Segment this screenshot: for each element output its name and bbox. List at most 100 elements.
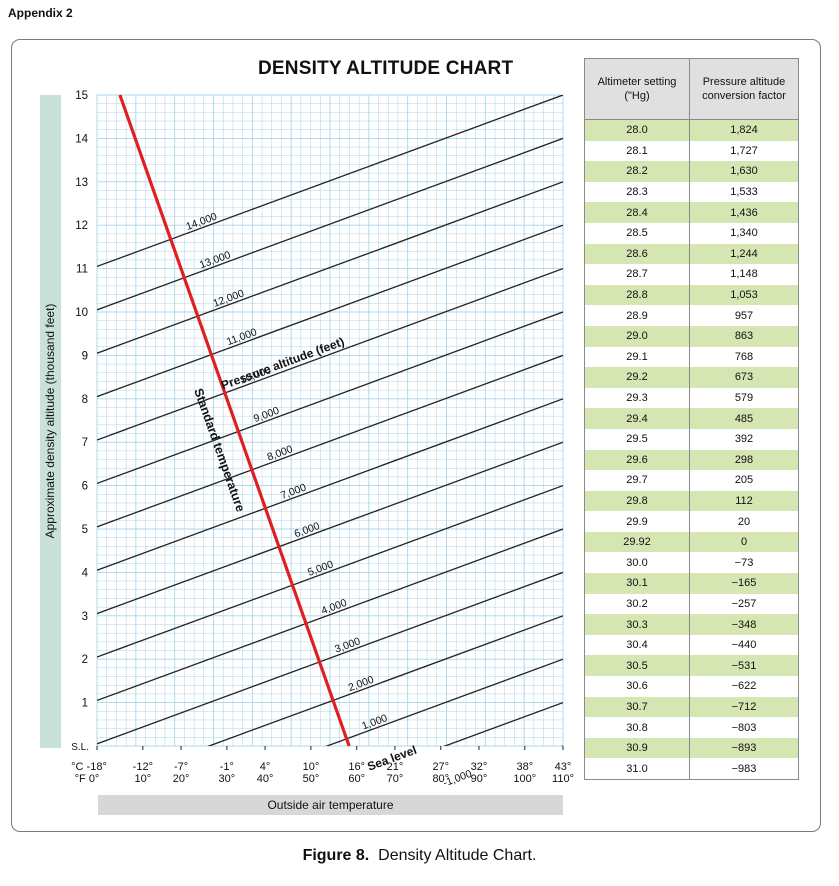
table-body: 28.0 1,824 28.1 1,727 28.2 1,630 28.3 1,533 28.4… bbox=[584, 119, 799, 781]
x-tick-label-fahrenheit: 50° bbox=[303, 773, 320, 785]
table-row: 28.6 1,244 bbox=[584, 243, 799, 265]
altimeter-setting-cell: 29.4 bbox=[584, 408, 690, 429]
altimeter-setting-cell: 30.4 bbox=[584, 634, 690, 656]
pressure-altitude-line bbox=[97, 571, 563, 745]
standard-temperature-line bbox=[118, 94, 351, 747]
table-row: 28.0 1,824 bbox=[584, 119, 799, 141]
y-tick-label: S.L. bbox=[71, 742, 89, 753]
conversion-factor-cell: 1,533 bbox=[689, 181, 799, 203]
pressure-altitude-line bbox=[97, 137, 563, 311]
y-tick-label: 8 bbox=[82, 394, 88, 406]
altimeter-setting-cell: 30.8 bbox=[584, 717, 690, 738]
conversion-factor-cell: 1,244 bbox=[689, 243, 799, 265]
table-row: 30.6 −622 bbox=[584, 676, 799, 697]
figure-caption: Figure 8. Density Altitude Chart. bbox=[0, 847, 839, 865]
table-row: 28.8 1,053 bbox=[584, 284, 799, 306]
conversion-factor-cell: −622 bbox=[689, 676, 799, 697]
table-row: 29.3 579 bbox=[584, 387, 799, 409]
x-tick-label-celsius: -7° bbox=[174, 761, 188, 773]
x-tick-label-celsius: 21° bbox=[387, 761, 404, 773]
table-row: 30.5 −531 bbox=[584, 655, 799, 677]
grid bbox=[96, 94, 564, 747]
y-tick-label: 13 bbox=[75, 177, 88, 189]
table-row: 28.7 1,148 bbox=[584, 264, 799, 285]
altimeter-setting-cell: 28.0 bbox=[584, 119, 690, 141]
conversion-factor-cell: 1,727 bbox=[689, 140, 799, 162]
pressure-altitude-line bbox=[97, 181, 563, 354]
y-tick-label: 5 bbox=[82, 524, 88, 536]
conversion-factor-cell: 298 bbox=[689, 449, 799, 471]
altimeter-setting-cell: 29.7 bbox=[584, 470, 690, 491]
table-row: 29.0 863 bbox=[584, 325, 799, 347]
altimeter-setting-cell: 29.9 bbox=[584, 511, 690, 532]
conversion-factor-cell: −165 bbox=[689, 573, 799, 594]
table-row: 28.3 1,533 bbox=[584, 181, 799, 203]
altimeter-setting-cell: 29.2 bbox=[584, 367, 690, 388]
altimeter-setting-cell: 30.0 bbox=[584, 552, 690, 574]
conversion-factor-cell: 1,340 bbox=[689, 222, 799, 244]
figure-caption-text: Density Altitude Chart. bbox=[378, 847, 537, 864]
table-row: 30.4 −440 bbox=[584, 634, 799, 656]
pressure-altitude-line bbox=[97, 398, 563, 571]
y-tick-label: 14 bbox=[75, 133, 88, 145]
x-tick-label-celsius: 4° bbox=[260, 761, 271, 773]
altimeter-setting-cell: 29.1 bbox=[584, 346, 690, 368]
y-tick-label: 7 bbox=[82, 437, 88, 449]
y-tick-label: 11 bbox=[76, 264, 88, 276]
pressure-altitude-lines bbox=[97, 95, 563, 746]
altimeter-setting-cell: 29.3 bbox=[584, 387, 690, 409]
pressure-altitude-line bbox=[443, 701, 563, 746]
altimeter-setting-cell: 30.5 bbox=[584, 655, 690, 677]
table-row: 30.7 −712 bbox=[584, 696, 799, 718]
x-tick-label-celsius: 43° bbox=[555, 761, 572, 773]
y-tick-label: 10 bbox=[75, 307, 88, 319]
table-row: 30.3 −348 bbox=[584, 614, 799, 635]
pressure-altitude-line bbox=[97, 95, 563, 268]
altimeter-setting-cell: 30.7 bbox=[584, 696, 690, 718]
x-tick-label-celsius: -1° bbox=[220, 761, 234, 773]
altimeter-setting-cell: 31.0 bbox=[584, 758, 690, 781]
conversion-factor-cell: 1,630 bbox=[689, 161, 799, 182]
altimeter-setting-cell: 28.4 bbox=[584, 202, 690, 223]
x-tick-label-celsius: 32° bbox=[471, 761, 488, 773]
x-tick-label-fahrenheit: 90° bbox=[471, 773, 488, 785]
table-row: 28.9 957 bbox=[584, 305, 799, 326]
y-tick-label: 2 bbox=[82, 654, 88, 666]
y-tick-label: 15 bbox=[75, 90, 88, 102]
altimeter-setting-cell: 28.7 bbox=[584, 264, 690, 285]
x-tick-label-fahrenheit: 40° bbox=[257, 773, 274, 785]
conversion-factor-cell: 768 bbox=[689, 346, 799, 368]
table-row: 30.0 −73 bbox=[584, 552, 799, 574]
table-row: 28.1 1,727 bbox=[584, 140, 799, 162]
conversion-factor-cell: 112 bbox=[689, 490, 799, 512]
pressure-altitude-line bbox=[97, 311, 563, 485]
pressure-altitude-line bbox=[97, 441, 563, 615]
table-header-conversion: Pressure altitude conversion factor bbox=[689, 58, 799, 120]
conversion-factor-cell: 1,824 bbox=[689, 119, 799, 141]
x-tick-label-celsius: -12° bbox=[133, 761, 153, 773]
conversion-factor-cell: −73 bbox=[689, 552, 799, 574]
conversion-factor-cell: −803 bbox=[689, 717, 799, 738]
x-axis-label: Outside air temperature bbox=[98, 795, 563, 815]
y-tick-label: 6 bbox=[82, 481, 88, 493]
altimeter-setting-cell: 28.5 bbox=[584, 222, 690, 244]
conversion-factor-cell: 1,148 bbox=[689, 264, 799, 285]
table-row: 29.7 205 bbox=[584, 470, 799, 491]
conversion-factor-cell: −893 bbox=[689, 737, 799, 759]
table-row: 29.6 298 bbox=[584, 449, 799, 471]
x-tick-label-celsius: °C -18° bbox=[71, 761, 107, 773]
x-tick-label-fahrenheit: 10° bbox=[135, 773, 152, 785]
table-row: 30.1 −165 bbox=[584, 573, 799, 594]
pressure-altitude-line bbox=[97, 354, 563, 528]
altimeter-setting-cell: 28.6 bbox=[584, 243, 690, 265]
pressure-altitude-line bbox=[97, 484, 563, 658]
altimeter-setting-cell: 28.8 bbox=[584, 284, 690, 306]
altimeter-setting-cell: 30.2 bbox=[584, 593, 690, 615]
altimeter-setting-cell: 30.6 bbox=[584, 676, 690, 697]
y-tick-label: 3 bbox=[82, 611, 88, 623]
altimeter-setting-cell: 30.1 bbox=[584, 573, 690, 594]
x-tick-label-fahrenheit: 60° bbox=[348, 773, 365, 785]
conversion-factor-cell: 20 bbox=[689, 511, 799, 532]
altimeter-setting-cell: 29.0 bbox=[584, 325, 690, 347]
